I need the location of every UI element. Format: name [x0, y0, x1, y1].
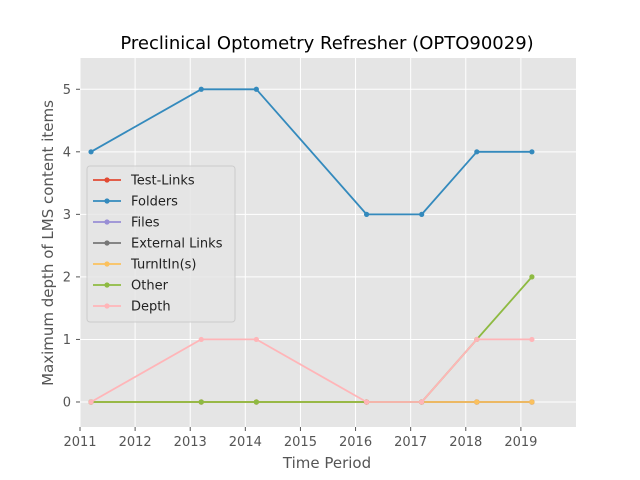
- data-point: [253, 86, 259, 92]
- data-point: [253, 399, 259, 405]
- legend-label: External Links: [131, 237, 223, 252]
- data-point: [474, 399, 480, 405]
- data-point: [529, 149, 535, 155]
- legend-marker: [104, 219, 110, 225]
- y-tick-label: 1: [63, 333, 71, 348]
- legend-label: Folders: [131, 195, 178, 210]
- legend-marker: [104, 198, 110, 204]
- data-point: [474, 336, 480, 343]
- legend-item: External Links: [93, 237, 223, 252]
- data-point: [529, 274, 535, 280]
- y-tick-label: 5: [63, 83, 71, 98]
- data-point: [529, 399, 535, 405]
- legend-label: Depth: [131, 300, 171, 315]
- legend-item: TurnItIn(s): [93, 258, 196, 273]
- data-point: [363, 399, 370, 405]
- data-point: [419, 211, 425, 217]
- x-tick-label: 2015: [284, 435, 317, 450]
- data-point: [198, 399, 204, 405]
- x-tick-label: 2018: [449, 435, 482, 450]
- data-point: [253, 336, 259, 343]
- data-point: [529, 336, 535, 343]
- x-tick-label: 2012: [119, 435, 152, 450]
- legend-box: [86, 165, 236, 323]
- data-point: [88, 399, 94, 405]
- x-tick-label: 2014: [229, 435, 262, 450]
- legend-label: Test-Links: [130, 174, 195, 189]
- data-point: [198, 86, 204, 92]
- x-tick-label: 2013: [174, 435, 207, 450]
- x-tick-label: 2016: [339, 435, 372, 450]
- legend-marker: [104, 177, 110, 183]
- legend-marker: [104, 261, 110, 267]
- legend-label: Files: [131, 216, 160, 231]
- legend: Test-Links Folders Files External Links Turn…: [86, 165, 236, 323]
- legend-item: Folders: [93, 195, 178, 210]
- legend-marker: [104, 282, 110, 288]
- y-tick-label: 3: [63, 208, 71, 223]
- y-axis-label: Maximum depth of LMS content items: [39, 100, 57, 386]
- y-tick-label: 0: [63, 395, 71, 410]
- data-point: [419, 399, 425, 405]
- x-tick-label: 2019: [504, 435, 537, 450]
- y-tick-label: 2: [63, 270, 71, 285]
- data-point: [474, 149, 480, 155]
- legend-item: Depth: [93, 300, 171, 315]
- legend-marker: [104, 240, 110, 246]
- chart-title: Preclinical Optometry Refresher (OPTO900…: [120, 33, 533, 54]
- series-depth: [88, 336, 535, 405]
- data-point: [363, 211, 370, 217]
- series-folders: [88, 86, 535, 217]
- legend-label: TurnItIn(s): [130, 258, 196, 273]
- y-axis: 0 1 2 3 4 5: [63, 83, 80, 410]
- x-axis-label: Time Period: [282, 454, 371, 472]
- legend-item: Other: [93, 279, 169, 294]
- x-axis: 2011 2012 2013 2014 2015 2016 2017 2018 2019: [63, 427, 537, 450]
- series-layer: [88, 86, 535, 405]
- legend-item: Test-Links: [93, 174, 195, 189]
- data-point: [198, 336, 204, 343]
- y-tick-label: 4: [63, 145, 71, 160]
- x-tick-label: 2017: [394, 435, 427, 450]
- data-point: [88, 149, 94, 155]
- legend-marker: [104, 303, 110, 309]
- x-tick-label: 2011: [63, 435, 96, 450]
- legend-label: Other: [131, 279, 169, 294]
- legend-item: Files: [93, 216, 160, 231]
